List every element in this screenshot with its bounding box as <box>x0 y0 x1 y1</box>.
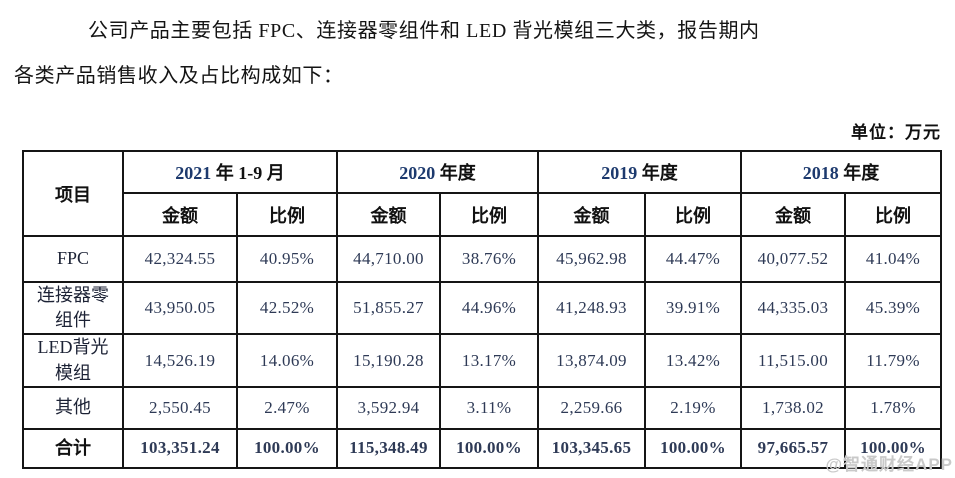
period-suffix: 年度 <box>435 163 476 183</box>
table-cell: 103,351.24 <box>122 427 238 469</box>
table-cell: 97,665.57 <box>740 427 846 469</box>
period-suffix: 年 1-9 月 <box>211 163 285 183</box>
ratio-header: 比例 <box>439 192 539 237</box>
table-row-other: 其他 2,550.45 2.47% 3,592.94 3.11% 2,259.6… <box>22 385 942 430</box>
table-cell: 44.47% <box>644 235 742 283</box>
revenue-composition-table: 项目 2021 年 1-9 月 2020 年度 2019 年度 2018 年度 … <box>22 150 942 469</box>
table-row-total: 合计 103,351.24 100.00% 115,348.49 100.00%… <box>22 427 942 469</box>
table-cell: 44,335.03 <box>740 280 846 336</box>
period-year: 2020 <box>399 163 436 183</box>
row-label: FPC <box>22 235 124 283</box>
table-cell: 100.00% <box>844 427 942 469</box>
table-cell: 41,248.93 <box>537 280 646 336</box>
table-cell: 11,515.00 <box>740 333 846 388</box>
ratio-header: 比例 <box>844 192 942 237</box>
table-cell: 51,855.27 <box>336 280 441 336</box>
table-cell: 2.19% <box>644 385 742 430</box>
table-cell: 115,348.49 <box>336 427 441 469</box>
table-cell: 103,345.65 <box>537 427 646 469</box>
watermark-zhitong-caijing: @智通财经APP <box>825 455 953 474</box>
amount-header: 金额 <box>336 192 441 237</box>
row-label: LED背光模组 <box>22 333 124 388</box>
table-cell: 3,592.94 <box>336 385 441 430</box>
table-cell: 43,950.05 <box>122 280 238 336</box>
amount-header: 金额 <box>740 192 846 237</box>
ratio-header: 比例 <box>644 192 742 237</box>
period-year: 2019 <box>601 163 638 183</box>
table-cell: 39.91% <box>644 280 742 336</box>
table-cell: 44.96% <box>439 280 539 336</box>
table-cell: 13.42% <box>644 333 742 388</box>
period-suffix: 年度 <box>637 163 678 183</box>
table-cell: 2,550.45 <box>122 385 238 430</box>
table-cell: 1,738.02 <box>740 385 846 430</box>
corner-header-item: 项目 <box>22 150 124 237</box>
table-cell: 100.00% <box>236 427 338 469</box>
period-header-2020: 2020 年度 <box>336 150 539 194</box>
row-label: 其他 <box>22 385 124 430</box>
table-cell: 41.04% <box>844 235 942 283</box>
table-cell: 40,077.52 <box>740 235 846 283</box>
table-cell: 38.76% <box>439 235 539 283</box>
table-cell: 14.06% <box>236 333 338 388</box>
period-header-2021: 2021 年 1-9 月 <box>122 150 338 194</box>
row-label: 合计 <box>22 427 124 469</box>
period-year: 2018 <box>802 163 839 183</box>
table-row-fpc: FPC 42,324.55 40.95% 44,710.00 38.76% 45… <box>22 235 942 283</box>
period-year: 2021 <box>175 163 212 183</box>
unit-label: 单位：万元 <box>851 123 941 142</box>
period-header-2019: 2019 年度 <box>537 150 742 194</box>
table-cell: 42,324.55 <box>122 235 238 283</box>
period-suffix: 年度 <box>838 163 880 183</box>
table-row-led-backlight: LED背光模组 14,526.19 14.06% 15,190.28 13.17… <box>22 333 942 388</box>
intro-paragraph-line-2: 各类产品销售收入及占比构成如下： <box>14 65 344 87</box>
table-cell: 2.47% <box>236 385 338 430</box>
table-cell: 45,962.98 <box>537 235 646 283</box>
table-cell: 1.78% <box>844 385 942 430</box>
ratio-header: 比例 <box>236 192 338 237</box>
amount-header: 金额 <box>537 192 646 237</box>
amount-header: 金额 <box>122 192 238 237</box>
period-header-2018: 2018 年度 <box>740 150 942 194</box>
table-cell: 3.11% <box>439 385 539 430</box>
table-cell: 14,526.19 <box>122 333 238 388</box>
table-cell: 13.17% <box>439 333 539 388</box>
intro-paragraph-line-1: 公司产品主要包括 FPC、连接器零组件和 LED 背光模组三大类，报告期内 <box>88 20 760 42</box>
table-cell: 44,710.00 <box>336 235 441 283</box>
table-cell: 42.52% <box>236 280 338 336</box>
table-cell: 40.95% <box>236 235 338 283</box>
table-cell: 45.39% <box>844 280 942 336</box>
table-cell: 13,874.09 <box>537 333 646 388</box>
table-cell: 11.79% <box>844 333 942 388</box>
table-cell: 100.00% <box>439 427 539 469</box>
table-cell: 100.00% <box>644 427 742 469</box>
table-cell: 2,259.66 <box>537 385 646 430</box>
table-row-connector: 连接器零组件 43,950.05 42.52% 51,855.27 44.96%… <box>22 280 942 336</box>
table-cell: 15,190.28 <box>336 333 441 388</box>
row-label: 连接器零组件 <box>22 280 124 336</box>
